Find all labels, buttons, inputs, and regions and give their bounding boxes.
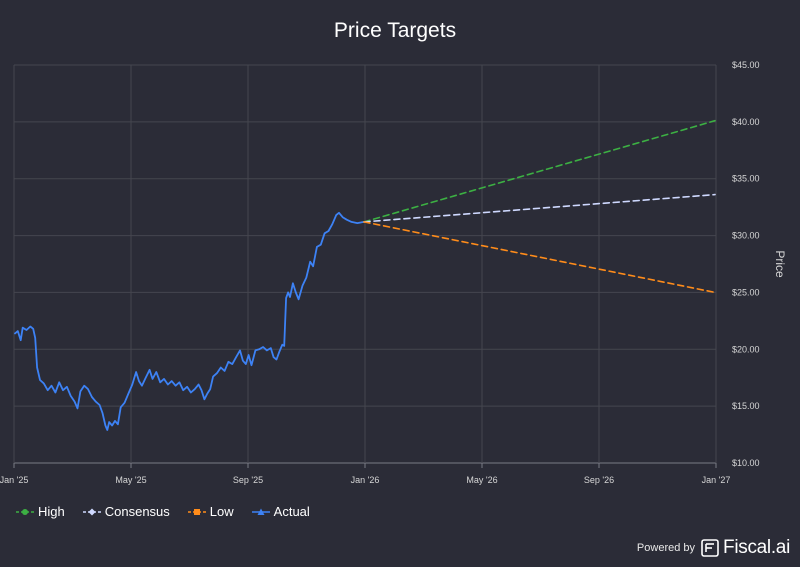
y-tick-label: $45.00 <box>732 60 760 70</box>
y-tick-label: $40.00 <box>732 117 760 127</box>
legend-label-actual: Actual <box>273 504 310 519</box>
legend-item-consensus[interactable]: Consensus <box>82 504 170 519</box>
series-line-high <box>363 119 716 223</box>
series-line-actual <box>14 211 365 431</box>
legend-item-low[interactable]: Low <box>187 504 234 519</box>
x-tick-label: Jan '25 <box>0 475 28 485</box>
y-tick-label: $25.00 <box>732 287 760 297</box>
legend-item-actual[interactable]: Actual <box>251 504 310 519</box>
y-tick-label: $10.00 <box>732 458 760 468</box>
legend-label-high: High <box>38 504 65 519</box>
x-tick-label: Jan '27 <box>702 475 731 485</box>
x-tick-label: Jan '26 <box>351 475 380 485</box>
legend-label-consensus: Consensus <box>104 504 170 519</box>
line-diamond-icon <box>82 508 101 515</box>
powered-by[interactable]: Powered by Fiscal.ai <box>637 537 790 559</box>
y-tick-label: $20.00 <box>732 344 760 354</box>
chart-title: Price Targets <box>334 19 456 42</box>
x-axis: Jan '25 May '25 Sep '25 Jan '26 May '26 Sep '… <box>0 475 730 485</box>
fiscal-logo-icon <box>701 539 719 557</box>
x-tick-label: Sep '25 <box>233 475 263 485</box>
chart-series <box>14 119 716 431</box>
brand-name: Fiscal.ai <box>723 537 790 558</box>
legend-item-high[interactable]: High <box>16 504 65 519</box>
brand-logo: Fiscal.ai <box>701 537 790 559</box>
y-axis: $10.00 $15.00 $20.00 $25.00 $30.00 $35.00 $40.… <box>732 60 760 468</box>
series-line-low <box>363 221 716 294</box>
y-tick-label: $35.00 <box>732 174 760 184</box>
legend-label-low: Low <box>209 504 234 519</box>
x-tick-label: May '26 <box>466 475 497 485</box>
chart-legend: High Consensus Low Actual <box>16 504 310 519</box>
y-tick-label: $15.00 <box>732 401 760 411</box>
x-tick-label: Sep '26 <box>584 475 614 485</box>
line-triangle-icon <box>251 508 270 515</box>
line-square-icon <box>187 508 206 515</box>
y-tick-label: $30.00 <box>732 231 760 241</box>
series-line-consensus <box>363 193 716 223</box>
x-tick-label: May '25 <box>115 475 146 485</box>
chart-grid <box>13 64 717 468</box>
y-axis-label: Price <box>773 250 787 278</box>
line-dot-icon <box>16 508 34 515</box>
powered-by-text: Powered by <box>636 542 696 554</box>
